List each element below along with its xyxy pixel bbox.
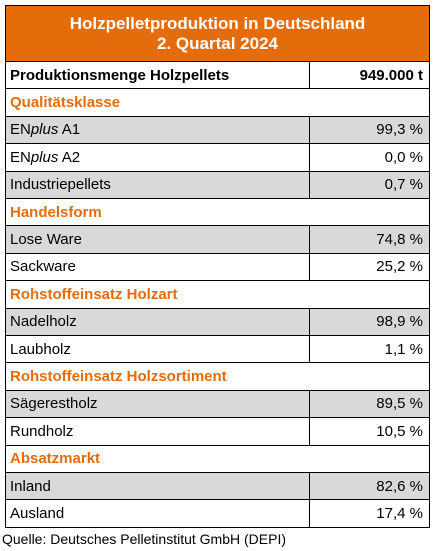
row-value-cell: 98,9 % [310,308,430,336]
row-value: 0,0 % [384,148,423,166]
row-value: 17,4 % [376,505,423,523]
row-value-cell: 25,2 % [310,253,430,282]
row-value-cell: 0,0 % [310,144,430,172]
row-label-cell: Sägerestholz [5,390,310,419]
row-label: Laubholz [10,340,71,358]
row-label: Inland [10,477,51,495]
row-label: plus [30,121,59,139]
row-value-cell: 17,4 % [310,500,430,528]
row-value-cell: 89,5 % [310,390,430,419]
section-title: Rohstoffeinsatz Holzart [10,285,178,303]
row-label: Sackware [10,258,76,276]
row-value-cell: 10,5 % [310,418,430,446]
section-title: Absatzmarkt [10,450,101,468]
section-header: Handelsform [5,199,430,227]
row-value: 1,1 % [384,340,423,358]
row-label: plus [30,148,59,166]
row-value-cell: 1,1 % [310,336,430,364]
row-value-cell: 74,8 % [310,226,430,254]
row-label-cell: Lose Ware [5,226,310,254]
row-label: Industriepellets [10,176,111,194]
row-value: 74,8 % [376,231,423,249]
row-label: Lose Ware [10,231,82,249]
row-label: Ausland [10,505,65,523]
total-label: Produktionsmenge Holzpellets [10,66,230,84]
row-label: Rundholz [10,422,74,440]
section-title: Handelsform [10,203,102,221]
row-label-cell: EN plus A1 [5,116,310,145]
source-note: Quelle: Deutsches Pelletinstitut GmbH (D… [2,530,286,547]
total-value: 949.000 t [359,66,423,84]
section-header: Qualitätsklasse [5,89,430,117]
row-value: 89,5 % [376,395,423,413]
header-title: Holzpelletproduktion in Deutschland [69,13,366,33]
row-value: 10,5 % [376,422,423,440]
row-label: EN [10,148,31,166]
header-title: 2. Quartal 2024 [157,33,278,53]
row-value: 98,9 % [376,313,423,331]
section-title: Rohstoffeinsatz Holzsortiment [10,368,227,386]
section-title: Qualitätsklasse [10,94,121,112]
total-value-cell: 949.000 t [310,62,430,90]
total-label-cell: Produktionsmenge Holzpellets [5,62,310,90]
row-label-cell: Inland [5,473,310,501]
row-label-cell: Industriepellets [5,171,310,199]
row-value-cell: 99,3 % [310,116,430,145]
row-label-cell: Rundholz [5,418,310,446]
row-label: Nadelholz [10,313,77,331]
row-value: 82,6 % [376,477,423,495]
header: Holzpelletproduktion in Deutschland 2. Qu… [5,5,430,62]
section-header: Rohstoffeinsatz Holzart [5,281,430,309]
source-cell: Quelle: Deutsches Pelletinstitut GmbH (D… [2,529,432,549]
section-header: Rohstoffeinsatz Holzsortiment [5,363,430,391]
row-label: EN [10,121,31,139]
row-label-cell: Nadelholz [5,308,310,336]
row-value: 0,7 % [384,176,423,194]
row-label: A1 [58,121,81,139]
row-label-cell: EN plus A2 [5,144,310,172]
row-label-cell: Sackware [5,253,310,282]
row-value-cell: 0,7 % [310,171,430,199]
row-label-cell: Laubholz [5,336,310,364]
row-label: A2 [58,148,81,166]
row-label-cell: Ausland [5,500,310,528]
row-label: Sägerestholz [10,395,98,413]
row-value: 25,2 % [376,258,423,276]
section-header: Absatzmarkt [5,445,430,473]
row-value: 99,3 % [376,121,423,139]
row-value-cell: 82,6 % [310,473,430,501]
